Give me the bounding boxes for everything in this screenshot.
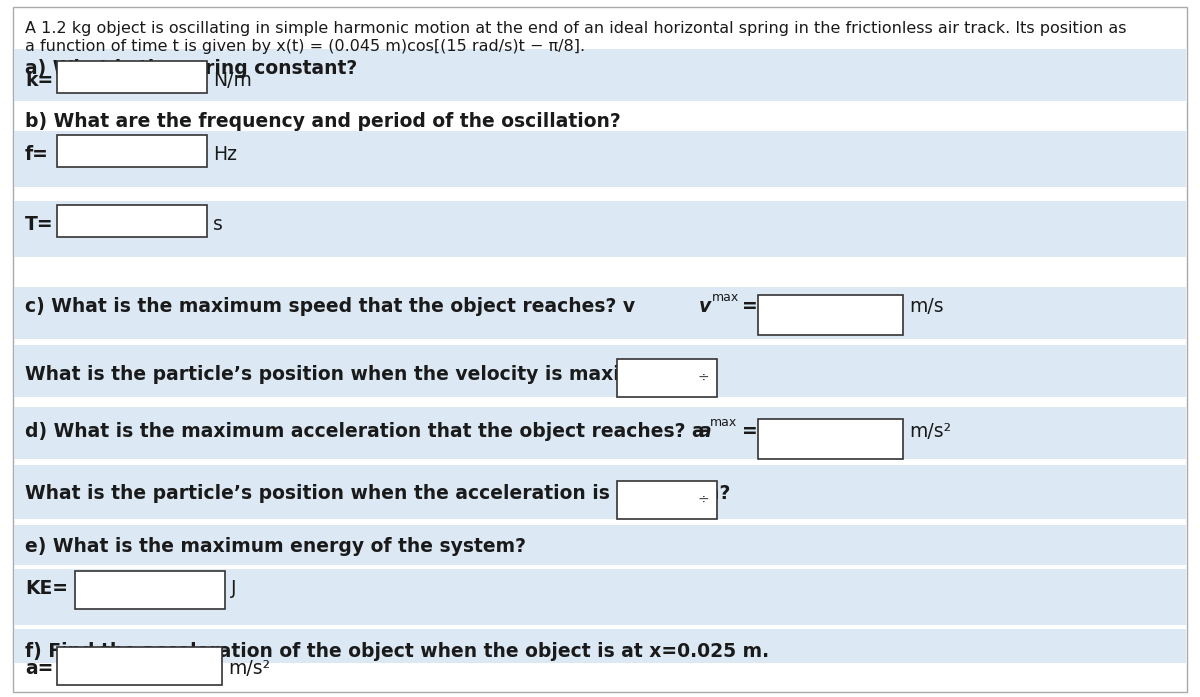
Bar — [14, 201, 1186, 257]
Text: What is the particle’s position when the acceleration is maximum?: What is the particle’s position when the… — [25, 484, 731, 503]
Text: max: max — [712, 291, 739, 304]
Text: ÷: ÷ — [697, 371, 709, 385]
Text: m/s²: m/s² — [910, 422, 952, 441]
Bar — [58, 647, 222, 685]
Bar — [14, 49, 1186, 101]
Bar — [617, 481, 718, 519]
Text: J: J — [230, 579, 236, 599]
Text: a: a — [698, 422, 712, 441]
Text: A 1.2 kg object is oscillating in simple harmonic motion at the end of an ideal : A 1.2 kg object is oscillating in simple… — [25, 21, 1127, 36]
Bar — [14, 131, 1186, 187]
Text: v: v — [698, 297, 712, 316]
Text: =: = — [742, 297, 757, 316]
Text: m/s²: m/s² — [228, 659, 270, 678]
Text: KE=: KE= — [25, 579, 68, 599]
Bar — [74, 571, 226, 609]
Text: f) Find the acceleration of the object when the object is at x=0.025 m.: f) Find the acceleration of the object w… — [25, 642, 769, 661]
Bar — [14, 525, 1186, 565]
Text: c) What is the maximum speed that the object reaches? v: c) What is the maximum speed that the ob… — [25, 297, 635, 316]
Text: d) What is the maximum acceleration that the object reaches? a: d) What is the maximum acceleration that… — [25, 422, 704, 441]
Text: e) What is the maximum energy of the system?: e) What is the maximum energy of the sys… — [25, 537, 526, 556]
Text: f=: f= — [25, 144, 49, 164]
Text: =: = — [742, 422, 757, 441]
Text: s: s — [214, 215, 223, 233]
Text: a) What is the spring constant?: a) What is the spring constant? — [25, 59, 358, 78]
Bar — [758, 295, 904, 335]
Bar — [58, 205, 208, 237]
Text: max: max — [710, 416, 737, 429]
Bar — [58, 135, 208, 167]
Bar — [14, 407, 1186, 459]
Bar — [14, 629, 1186, 663]
Text: What is the particle’s position when the velocity is maximum?: What is the particle’s position when the… — [25, 365, 683, 384]
Bar — [14, 569, 1186, 625]
Text: b) What are the frequency and period of the oscillation?: b) What are the frequency and period of … — [25, 112, 620, 131]
Bar — [14, 287, 1186, 339]
Bar — [58, 61, 208, 93]
Bar — [617, 359, 718, 397]
Text: m/s: m/s — [910, 297, 943, 316]
Text: a function of time t is given by x(t) = (0.045 m)cos[(15 rad/s)t − π/8].: a function of time t is given by x(t) = … — [25, 39, 586, 54]
Text: a=: a= — [25, 659, 53, 678]
Text: k=: k= — [25, 70, 53, 89]
Text: T=: T= — [25, 215, 54, 233]
Text: N/m: N/m — [214, 70, 252, 89]
Bar — [758, 419, 904, 459]
Text: ÷: ÷ — [697, 493, 709, 507]
Bar — [14, 345, 1186, 397]
Text: Hz: Hz — [214, 144, 236, 164]
Bar — [14, 465, 1186, 519]
